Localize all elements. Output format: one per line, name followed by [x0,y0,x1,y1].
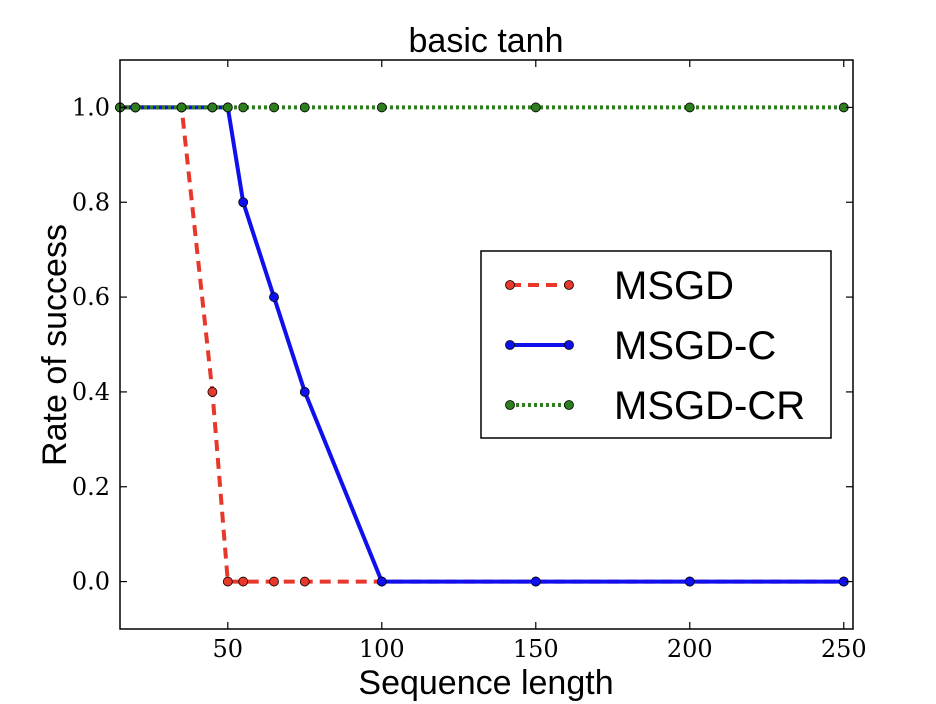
legend-marker [564,280,574,290]
data-point [207,102,218,113]
y-tick-label: 0.6 [72,283,110,311]
legend-marker [564,340,574,350]
series-lines [120,105,844,584]
x-tick-label: 100 [359,635,405,663]
data-point [238,576,249,587]
data-point [299,576,310,587]
y-tick-label: 1.0 [72,93,110,121]
legend-label: MSGD-CR [614,384,805,428]
legend-marker [505,400,515,410]
y-axis-label: Rate of success [36,224,74,466]
legend-marker [505,280,515,290]
y-axis-ticks: 0.0 0.2 0.4 0.6 0.8 1.0 [72,93,853,596]
series-markers [115,102,849,587]
data-point [684,576,695,587]
data-point [376,576,387,587]
data-point [130,102,141,113]
y-tick-label: 0.2 [72,473,110,501]
y-tick-label: 0.4 [72,378,110,406]
x-axis-label: Sequence length [358,664,613,702]
data-point [530,102,541,113]
data-point [299,387,310,397]
legend-label: MSGD-C [614,324,776,368]
series-line-2 [120,105,844,584]
data-point [269,576,279,587]
legend-marker [505,340,515,350]
data-point [530,576,541,587]
data-point [299,102,310,113]
chart-title: basic tanh [409,22,564,60]
data-point [238,102,249,113]
data-point [222,576,233,587]
y-tick-label: 0.0 [72,568,110,596]
plot-frame [119,59,854,630]
x-tick-label: 200 [667,635,713,663]
x-axis-ticks: 50 100 150 200 250 [213,60,867,663]
legend: MSGD MSGD-C MSGD-CR [480,250,832,439]
data-point [222,102,233,113]
data-point [269,292,279,302]
data-point [684,102,695,113]
legend-marker [564,400,574,410]
x-tick-label: 50 [213,635,244,663]
data-point [269,102,279,113]
y-tick-label: 0.8 [72,188,110,216]
x-tick-label: 150 [513,635,559,663]
data-point [238,197,249,208]
data-point [207,387,218,397]
legend-label: MSGD [614,264,734,308]
data-point [376,102,387,113]
data-point [176,102,187,113]
x-tick-label: 250 [821,635,867,663]
